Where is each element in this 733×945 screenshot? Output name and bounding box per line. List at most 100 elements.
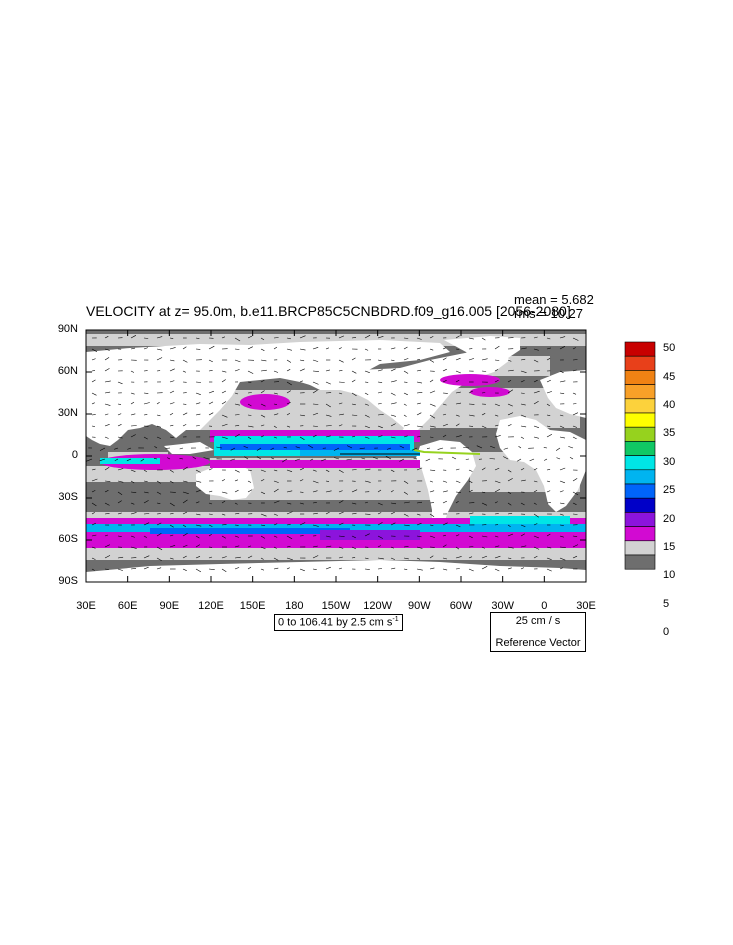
vector-arrow xyxy=(195,489,201,493)
vector-arrow xyxy=(572,359,578,361)
vector-arrow xyxy=(117,568,123,571)
vector-arrow xyxy=(338,359,344,363)
vector-arrow xyxy=(403,392,408,396)
vector-arrow xyxy=(91,512,95,515)
vector-arrow xyxy=(559,524,564,526)
vector-arrow xyxy=(403,501,410,504)
vector-arrow xyxy=(247,436,252,440)
vector-arrow xyxy=(299,368,305,372)
vector-arrow xyxy=(377,336,384,339)
vector-arrow xyxy=(559,467,566,471)
vector-arrow xyxy=(572,337,579,341)
vector-arrow xyxy=(455,370,461,374)
vector-arrow xyxy=(221,379,226,383)
vector-arrow xyxy=(247,403,252,407)
vector-arrow xyxy=(312,412,319,416)
vector-arrow xyxy=(451,456,457,460)
colorbar-swatch xyxy=(624,497,656,513)
vector-arrow xyxy=(416,436,421,438)
vector-arrow xyxy=(546,379,551,383)
vector-arrow xyxy=(273,469,278,472)
vector-arrow xyxy=(130,568,137,570)
vector-arrow xyxy=(351,370,357,374)
vector-arrow xyxy=(91,478,98,482)
vector-arrow xyxy=(117,512,122,515)
vector-arrow xyxy=(403,557,409,560)
rms-value: rms = 10.27 xyxy=(514,306,584,321)
vector-arrow xyxy=(299,502,304,505)
vector-arrow xyxy=(416,359,421,361)
vector-arrow xyxy=(310,458,314,461)
vector-arrow xyxy=(208,556,213,559)
vector-arrow xyxy=(208,359,213,363)
vector-arrow xyxy=(195,568,202,573)
vector-arrow xyxy=(494,545,500,548)
vector-arrow xyxy=(481,337,486,341)
vector-arrow xyxy=(260,557,264,560)
vector-arrow xyxy=(503,447,509,450)
vector-arrow xyxy=(429,555,434,559)
vector-arrow xyxy=(455,568,460,570)
vector-arrow xyxy=(518,446,522,449)
vector-arrow xyxy=(403,424,410,427)
vector-arrow xyxy=(546,391,552,394)
vector-arrow xyxy=(169,557,174,560)
vector-arrow xyxy=(546,546,552,549)
vector-arrow xyxy=(442,413,447,416)
vector-arrow xyxy=(455,391,461,394)
vector-arrow xyxy=(234,425,240,427)
vector-arrow xyxy=(403,337,409,339)
vector-arrow xyxy=(117,413,122,416)
vector-arrow xyxy=(91,490,96,493)
longitude-label: 60W xyxy=(449,600,473,612)
vector-arrow xyxy=(403,414,407,417)
vector-arrow xyxy=(260,337,265,341)
vector-arrow xyxy=(481,555,488,559)
vector-arrow xyxy=(299,568,305,572)
vector-arrow xyxy=(429,390,436,394)
vector-arrow xyxy=(533,390,540,394)
vector-arrow xyxy=(429,480,434,483)
vector-arrow xyxy=(517,458,522,462)
vector-arrow xyxy=(104,413,109,416)
vector-arrow xyxy=(494,555,501,559)
vector-arrow xyxy=(260,546,266,550)
vector-arrow xyxy=(130,491,137,493)
vector-arrow xyxy=(104,436,109,439)
vector-arrow xyxy=(312,434,317,438)
vector-arrow xyxy=(286,502,292,505)
vector-arrow xyxy=(221,436,228,439)
vector-arrow xyxy=(338,522,344,526)
colorbar-swatch xyxy=(624,370,656,385)
vector-arrow xyxy=(260,524,266,526)
vector-arrow xyxy=(104,424,110,427)
vector-arrow xyxy=(520,436,525,439)
vector-arrow xyxy=(143,469,147,472)
vector-arrow xyxy=(281,458,288,463)
vector-arrow xyxy=(572,425,578,428)
vector-arrow xyxy=(338,535,345,537)
vector-arrow xyxy=(140,458,145,462)
vector-arrow xyxy=(346,458,353,461)
vector-arrow xyxy=(143,555,150,559)
vector-arrow xyxy=(455,357,461,361)
vector-arrow xyxy=(325,381,331,385)
vector-arrow xyxy=(312,524,319,527)
vector-arrow xyxy=(507,359,512,362)
longitude-label: 30W xyxy=(491,600,514,612)
vector-arrow xyxy=(260,479,265,482)
vector-arrow xyxy=(104,568,109,570)
vector-arrow xyxy=(533,436,539,439)
vector-arrow xyxy=(416,491,421,493)
vector-arrow xyxy=(143,402,150,405)
vector-arrow xyxy=(130,370,135,373)
vector-arrow xyxy=(104,502,110,506)
vector-arrow xyxy=(377,391,383,394)
vector-arrow xyxy=(117,468,124,471)
vector-arrow xyxy=(221,524,227,526)
vector-arrow xyxy=(572,491,579,496)
colorbar-swatch xyxy=(624,426,656,442)
longitude-label: 150E xyxy=(239,600,266,612)
vector-arrow xyxy=(455,348,460,350)
colorbar-swatch xyxy=(624,483,656,499)
